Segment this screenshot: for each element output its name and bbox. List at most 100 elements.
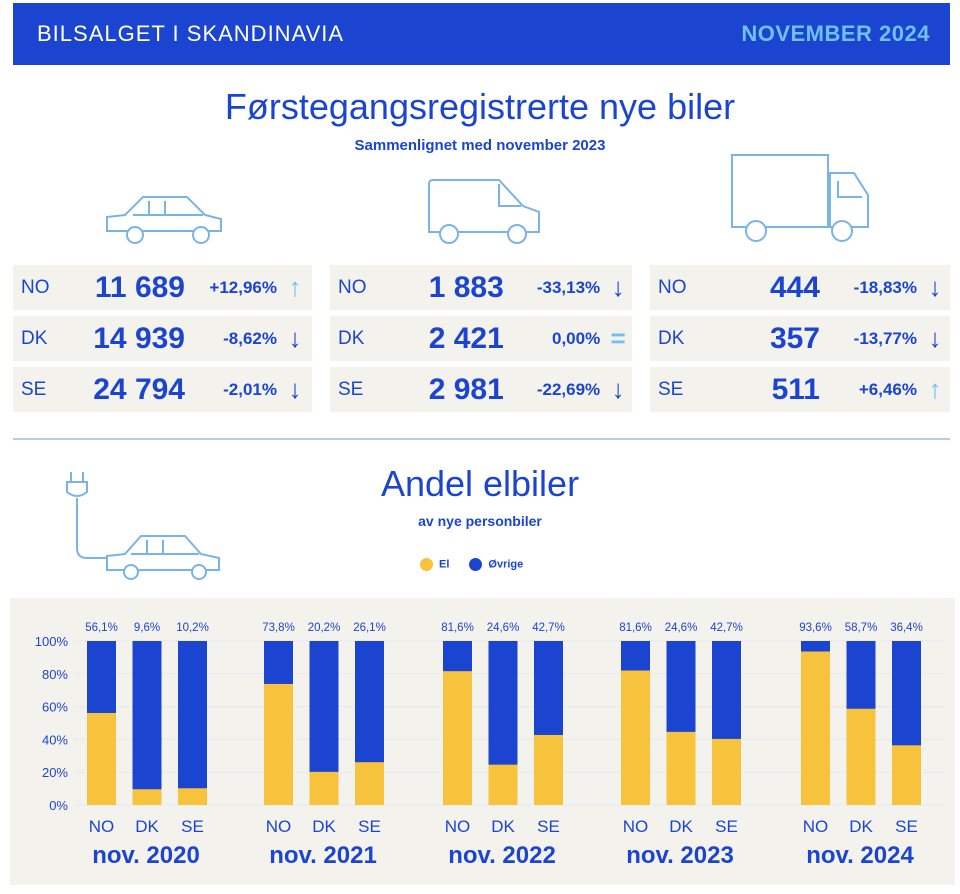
bar-el bbox=[309, 771, 339, 805]
x-category-label: DK bbox=[135, 817, 159, 836]
data-label: 9,6% bbox=[134, 622, 160, 634]
car-icon bbox=[106, 196, 222, 244]
registration-count: 511 bbox=[771, 372, 820, 406]
country-code: SE bbox=[338, 378, 364, 400]
bar-el bbox=[534, 734, 563, 805]
bar-el bbox=[264, 683, 293, 805]
section-divider bbox=[13, 438, 950, 440]
data-label: 42,7% bbox=[710, 622, 743, 634]
trend-down-icon: ↓ bbox=[288, 323, 302, 353]
data-label: 24,6% bbox=[487, 622, 520, 634]
bar-el bbox=[621, 670, 650, 805]
change-percent: 0,00% bbox=[551, 328, 601, 348]
change-percent: -22,69% bbox=[536, 379, 601, 399]
registration-row-dk: DK 2 421 0,00% = bbox=[330, 316, 632, 361]
registration-row-no: NO 444 -18,83% ↓ bbox=[650, 265, 950, 310]
header-bar: BILSALGET I SKANDINAVIA NOVEMBER 2024 bbox=[13, 3, 950, 65]
chart-legend: El Øvrige bbox=[420, 558, 523, 571]
bar-el bbox=[87, 712, 116, 805]
x-category-label: SE bbox=[358, 817, 381, 836]
truck-icon bbox=[731, 154, 869, 242]
data-label: 93,6% bbox=[799, 622, 832, 634]
registration-count: 444 bbox=[769, 270, 820, 304]
trend-up-icon: ↑ bbox=[288, 272, 302, 302]
data-label: 81,6% bbox=[441, 622, 474, 634]
ev-share-title: Andel elbiler bbox=[380, 463, 580, 504]
registrations-title: Førstegangsregistrerte nye biler bbox=[224, 86, 736, 127]
registration-count: 24 794 bbox=[93, 372, 185, 406]
registration-count: 1 883 bbox=[428, 270, 504, 304]
change-percent: -2,01% bbox=[223, 379, 277, 399]
change-percent: +12,96% bbox=[209, 277, 277, 297]
bar-el bbox=[178, 788, 207, 805]
x-category-label: DK bbox=[312, 817, 336, 836]
ev-share-chart: 0% 20% 40% 60% 80% 100% 56,1% NO 9,6% DK 10,2% SE no… bbox=[10, 598, 955, 885]
bar-el bbox=[801, 651, 830, 805]
country-code: SE bbox=[21, 378, 47, 400]
bar-el bbox=[355, 762, 384, 805]
bar-el bbox=[846, 708, 876, 805]
registration-row-se: SE 24 794 -2,01% ↓ bbox=[13, 367, 312, 412]
van-icon bbox=[428, 179, 540, 244]
country-code: DK bbox=[658, 327, 685, 349]
header-title: BILSALGET I SKANDINAVIA bbox=[37, 21, 345, 46]
x-category-label: DK bbox=[491, 817, 515, 836]
x-category-label: SE bbox=[895, 817, 918, 836]
country-code: DK bbox=[21, 327, 48, 349]
country-code: NO bbox=[21, 276, 50, 298]
bar-el bbox=[443, 671, 472, 805]
trend-equal-icon: = bbox=[610, 323, 626, 353]
data-label: 81,6% bbox=[619, 622, 652, 634]
y-tick-label: 20% bbox=[42, 765, 68, 780]
registration-row-se: SE 2 981 -22,69% ↓ bbox=[330, 367, 632, 412]
data-label: 26,1% bbox=[353, 622, 386, 634]
data-label: 56,1% bbox=[85, 622, 118, 634]
x-category-label: NO bbox=[803, 817, 829, 836]
registration-count: 2 421 bbox=[428, 321, 504, 355]
trend-down-icon: ↓ bbox=[611, 374, 625, 404]
ev-plug-car-icon bbox=[66, 472, 220, 580]
group-label: nov. 2020 bbox=[92, 842, 200, 869]
registration-row-dk: DK 14 939 -8,62% ↓ bbox=[13, 316, 312, 361]
trend-down-icon: ↓ bbox=[928, 323, 942, 353]
change-percent: -18,83% bbox=[853, 277, 917, 297]
y-tick-label: 100% bbox=[35, 634, 69, 649]
x-category-label: NO bbox=[623, 817, 649, 836]
registration-count: 14 939 bbox=[93, 321, 185, 355]
data-label: 24,6% bbox=[665, 622, 698, 634]
group-label: nov. 2024 bbox=[806, 842, 914, 869]
registration-row-se: SE 511 +6,46% ↑ bbox=[650, 367, 950, 412]
x-category-label: SE bbox=[715, 817, 738, 836]
trend-down-icon: ↓ bbox=[611, 272, 625, 302]
change-percent: -33,13% bbox=[536, 277, 601, 297]
registration-row-no: NO 1 883 -33,13% ↓ bbox=[330, 265, 632, 310]
bar-other bbox=[132, 641, 162, 805]
bar-el bbox=[488, 764, 518, 805]
data-label: 73,8% bbox=[262, 622, 295, 634]
bar-el bbox=[892, 745, 921, 805]
registration-row-dk: DK 357 -13,77% ↓ bbox=[650, 316, 950, 361]
header-period: NOVEMBER 2024 bbox=[741, 21, 930, 46]
legend-el: El bbox=[420, 558, 449, 571]
y-tick-label: 80% bbox=[42, 667, 68, 682]
ev-share-subtitle: av nye personbiler bbox=[418, 513, 542, 529]
group-label: nov. 2021 bbox=[269, 842, 377, 869]
x-category-label: SE bbox=[537, 817, 560, 836]
bar-other bbox=[178, 641, 207, 805]
bar-el bbox=[132, 789, 162, 805]
legend-other: Øvrige bbox=[469, 558, 523, 571]
bar-el bbox=[666, 731, 696, 805]
country-code: SE bbox=[658, 378, 684, 400]
trend-down-icon: ↓ bbox=[288, 374, 302, 404]
trend-up-icon: ↑ bbox=[928, 374, 942, 404]
x-category-label: DK bbox=[669, 817, 693, 836]
y-tick-label: 0% bbox=[49, 798, 68, 813]
change-percent: +6,46% bbox=[858, 379, 917, 399]
registration-count: 2 981 bbox=[428, 372, 504, 406]
change-percent: -8,62% bbox=[223, 328, 277, 348]
bar-el bbox=[712, 738, 741, 805]
data-label: 42,7% bbox=[532, 622, 565, 634]
x-category-label: NO bbox=[445, 817, 471, 836]
registration-row-no: NO 11 689 +12,96% ↑ bbox=[13, 265, 312, 310]
data-label: 58,7% bbox=[845, 622, 878, 634]
